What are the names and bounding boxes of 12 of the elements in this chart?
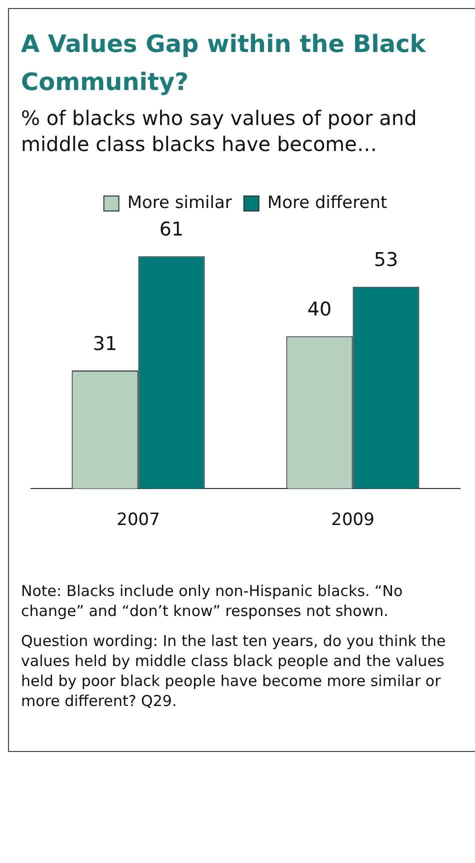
- legend-label: More similar: [127, 192, 232, 213]
- data-label: 31: [92, 332, 118, 355]
- legend-label: More different: [267, 192, 388, 213]
- x-tick-label: 2009: [331, 510, 374, 530]
- chart-subtitle: % of blacks who say values of poor and middle class blacks have become…: [21, 105, 418, 157]
- data-label: 53: [374, 249, 398, 272]
- text: Question wording: In the last ten years, do you think the values held by middle class black people and the values held by poor black people have become more similar or more different? Q29.: [21, 631, 447, 711]
- text: Note: Blacks include only non-Hispanic blacks. “No change” and “don’t know” responses not shown.: [21, 581, 404, 621]
- data-label: 40: [307, 298, 332, 321]
- data-label: 61: [159, 218, 184, 241]
- chart-title: A Values Gap within the Black Community?: [21, 29, 427, 98]
- x-tick-label: 2007: [116, 510, 160, 530]
